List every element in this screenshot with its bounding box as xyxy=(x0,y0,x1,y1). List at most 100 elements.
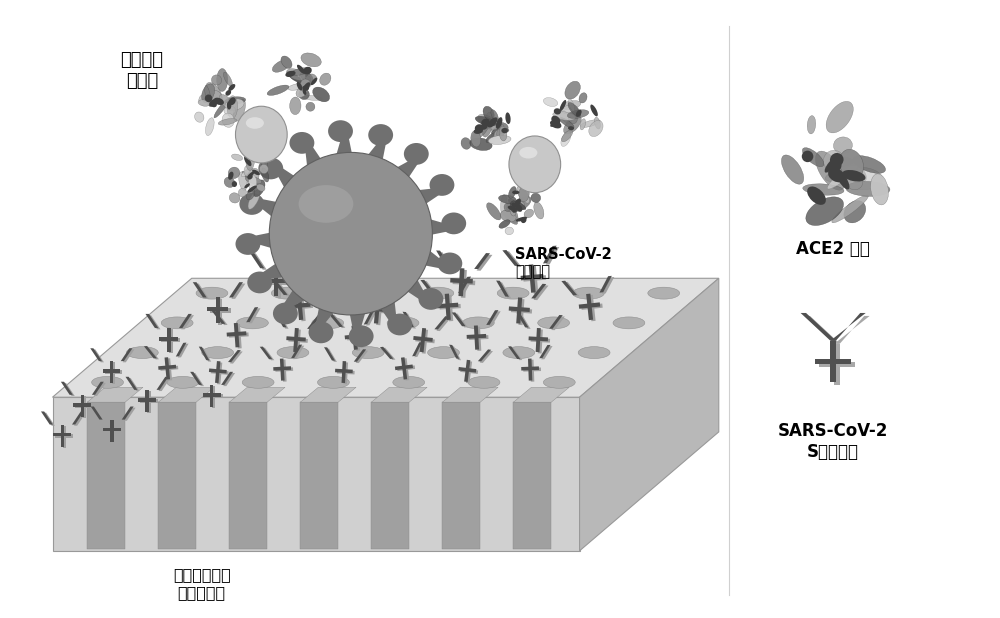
Polygon shape xyxy=(103,369,120,373)
Ellipse shape xyxy=(303,67,312,74)
Polygon shape xyxy=(105,429,123,433)
Polygon shape xyxy=(211,310,225,324)
Ellipse shape xyxy=(580,120,600,127)
Polygon shape xyxy=(546,247,559,265)
Ellipse shape xyxy=(223,72,232,87)
Polygon shape xyxy=(510,347,522,360)
Polygon shape xyxy=(223,373,235,386)
Ellipse shape xyxy=(225,99,244,111)
Ellipse shape xyxy=(565,81,580,99)
Polygon shape xyxy=(531,266,538,294)
Ellipse shape xyxy=(806,197,844,226)
Ellipse shape xyxy=(239,193,264,215)
Ellipse shape xyxy=(491,124,502,139)
Polygon shape xyxy=(354,326,360,351)
Polygon shape xyxy=(181,315,194,329)
Ellipse shape xyxy=(508,199,526,210)
Polygon shape xyxy=(529,336,548,341)
Polygon shape xyxy=(412,342,422,357)
Ellipse shape xyxy=(517,187,530,203)
Ellipse shape xyxy=(259,164,268,174)
Ellipse shape xyxy=(422,287,454,299)
Polygon shape xyxy=(199,347,209,360)
Ellipse shape xyxy=(247,185,257,193)
Polygon shape xyxy=(167,358,172,381)
Polygon shape xyxy=(112,421,116,443)
Polygon shape xyxy=(147,391,151,413)
Polygon shape xyxy=(229,282,243,297)
Polygon shape xyxy=(273,366,291,371)
Polygon shape xyxy=(288,337,308,343)
Polygon shape xyxy=(227,331,246,337)
Polygon shape xyxy=(73,403,91,407)
Polygon shape xyxy=(123,349,134,362)
Ellipse shape xyxy=(486,132,500,143)
Text: 纳米等离子光
学传感芯片: 纳米等离子光 学传感芯片 xyxy=(173,567,231,599)
Polygon shape xyxy=(346,249,362,265)
Ellipse shape xyxy=(430,174,454,196)
Ellipse shape xyxy=(553,111,576,121)
Ellipse shape xyxy=(495,122,508,133)
Ellipse shape xyxy=(437,253,462,274)
Polygon shape xyxy=(496,281,509,297)
Ellipse shape xyxy=(827,160,862,189)
Ellipse shape xyxy=(228,172,234,180)
Polygon shape xyxy=(423,281,438,296)
Ellipse shape xyxy=(239,172,247,191)
Polygon shape xyxy=(363,274,386,280)
Ellipse shape xyxy=(306,102,315,111)
Polygon shape xyxy=(467,334,486,339)
Polygon shape xyxy=(549,315,563,329)
Ellipse shape xyxy=(219,95,233,109)
Polygon shape xyxy=(146,347,159,360)
Polygon shape xyxy=(329,313,343,327)
Ellipse shape xyxy=(496,117,502,129)
Polygon shape xyxy=(190,372,202,385)
Polygon shape xyxy=(268,159,302,196)
Ellipse shape xyxy=(299,185,353,222)
Polygon shape xyxy=(274,268,278,296)
Ellipse shape xyxy=(233,99,246,121)
Polygon shape xyxy=(474,253,490,269)
Polygon shape xyxy=(192,373,204,386)
Polygon shape xyxy=(439,304,461,310)
Ellipse shape xyxy=(352,347,384,358)
Ellipse shape xyxy=(287,72,301,83)
Polygon shape xyxy=(519,314,531,329)
Ellipse shape xyxy=(238,188,246,197)
Polygon shape xyxy=(357,282,369,298)
Polygon shape xyxy=(420,328,426,352)
Polygon shape xyxy=(488,311,501,326)
Ellipse shape xyxy=(500,210,516,222)
Ellipse shape xyxy=(830,160,841,171)
Ellipse shape xyxy=(246,117,264,129)
Polygon shape xyxy=(366,276,389,281)
Polygon shape xyxy=(450,278,473,284)
Ellipse shape xyxy=(501,128,508,133)
Ellipse shape xyxy=(499,126,507,141)
Polygon shape xyxy=(295,329,301,353)
Ellipse shape xyxy=(554,108,561,114)
Ellipse shape xyxy=(551,116,560,125)
Polygon shape xyxy=(382,348,395,360)
Polygon shape xyxy=(178,344,189,358)
Polygon shape xyxy=(160,366,178,371)
Polygon shape xyxy=(246,307,258,322)
Ellipse shape xyxy=(227,101,231,109)
Polygon shape xyxy=(110,420,114,442)
Ellipse shape xyxy=(494,130,504,140)
Polygon shape xyxy=(371,402,409,549)
Polygon shape xyxy=(458,367,476,373)
Polygon shape xyxy=(348,304,368,345)
Polygon shape xyxy=(280,358,285,381)
Ellipse shape xyxy=(309,321,333,343)
Ellipse shape xyxy=(287,69,306,80)
Ellipse shape xyxy=(206,82,222,103)
Polygon shape xyxy=(442,387,498,402)
Ellipse shape xyxy=(161,317,193,329)
Polygon shape xyxy=(521,274,544,281)
Polygon shape xyxy=(53,278,719,397)
Ellipse shape xyxy=(508,207,518,223)
Polygon shape xyxy=(389,284,405,299)
Polygon shape xyxy=(513,402,551,549)
